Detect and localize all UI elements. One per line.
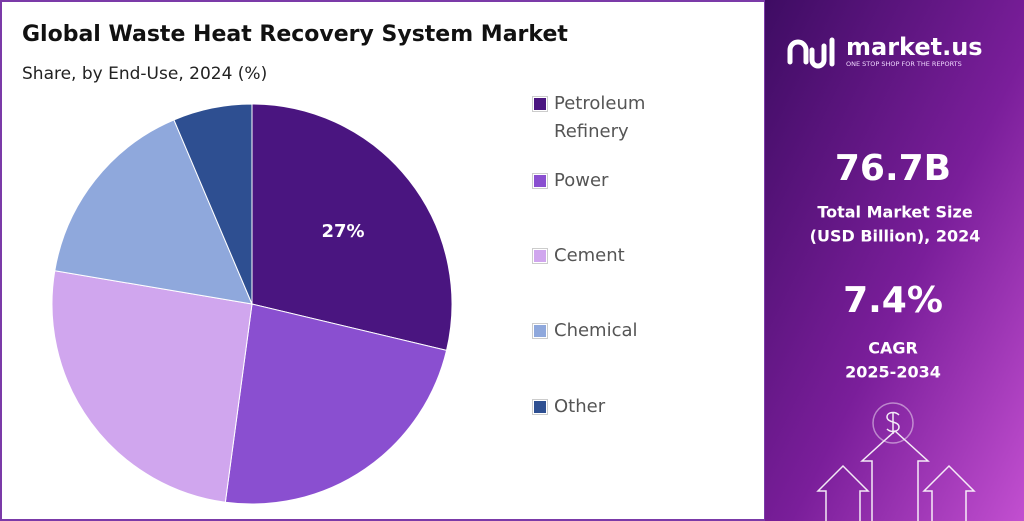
legend-swatch (533, 174, 547, 188)
pie-slice (251, 103, 453, 351)
pie: 27% (51, 103, 453, 505)
legend-swatch (533, 400, 547, 414)
decor-arrows (816, 402, 976, 521)
pie-slice (224, 303, 448, 505)
market-size-label: Total Market Size (817, 203, 972, 222)
brand-tagline: ONE STOP SHOP FOR THE REPORTS (846, 60, 962, 68)
legend-swatch (533, 97, 547, 111)
pie-slice (173, 103, 253, 305)
legend-label: Power (554, 170, 609, 191)
legend-item: Cement (533, 242, 664, 270)
data-label: 27% (321, 221, 364, 242)
cagr-value: 7.4% (843, 280, 943, 321)
side-panel (765, 0, 1024, 521)
cagr-label: CAGR (868, 339, 918, 358)
cagr-period: 2025-2034 (845, 363, 941, 382)
legend-label: Petroleum Refinery (554, 93, 646, 142)
pie-slice (51, 270, 253, 503)
legend-item: Petroleum Refinery (533, 90, 664, 146)
market-size-label: (USD Billion), 2024 (810, 227, 981, 246)
brand-name: market.us (846, 33, 983, 61)
legend-swatch (533, 324, 547, 338)
legend-label: Cement (554, 245, 625, 266)
legend-item: Other (533, 393, 664, 421)
legend-item: Power (533, 167, 664, 195)
legend-label: Other (554, 396, 606, 417)
legend-item: Chemical (533, 317, 664, 345)
chart-title: Global Waste Heat Recovery System Market (22, 22, 568, 47)
legend-swatch (533, 249, 547, 263)
pie-slice (54, 119, 253, 305)
chart-subtitle: Share, by End-Use, 2024 (%) (22, 64, 267, 84)
legend-label: Chemical (554, 320, 638, 341)
market-size-value: 76.7B (835, 148, 951, 189)
logo-icon (787, 37, 835, 69)
